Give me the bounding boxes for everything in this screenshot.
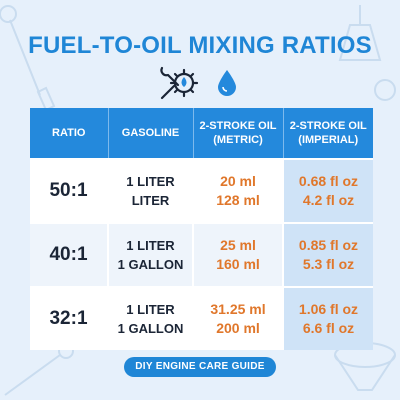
table-header-row: RATIO GASOLINE 2-STROKE OIL (METRIC) 2-S… — [30, 108, 373, 159]
header-ratio: RATIO — [30, 108, 109, 159]
imperial-oil-cell: 0.85 fl oz 5.3 fl oz — [283, 222, 373, 287]
header-oil-metric: 2-STROKE OIL (METRIC) — [193, 108, 284, 159]
metric-oil-cell: 25 ml 160 ml — [193, 222, 284, 287]
background-wrench-doodle-icon — [0, 5, 56, 112]
ratio-cell: 32:1 — [30, 286, 109, 350]
header-oil-imperial: 2-STROKE OIL (IMPERIAL) — [283, 108, 373, 159]
header-gasoline: GASOLINE — [108, 108, 194, 159]
metric-oil-cell: 20 ml 128 ml — [193, 158, 284, 223]
table-row: 50:1 1 LITER LITER 20 ml 128 ml 0.68 fl … — [30, 158, 373, 223]
gasoline-cell: 1 LITER LITER — [108, 158, 194, 223]
gasoline-cell: 1 LITER 1 GALLON — [108, 286, 194, 350]
oil-drop-icon — [218, 70, 236, 96]
imperial-oil-cell: 0.68 fl oz 4.2 fl oz — [283, 158, 373, 223]
table-row: 32:1 1 LITER 1 GALLON 31.25 ml 200 ml 1.… — [30, 286, 373, 350]
page-title: FUEL-TO-OIL MIXING RATIOS — [28, 32, 372, 59]
ratio-cell: 50:1 — [30, 158, 109, 223]
table-row: 40:1 1 LITER 1 GALLON 25 ml 160 ml 0.85 … — [30, 222, 373, 287]
imperial-oil-cell: 1.06 fl oz 6.6 fl oz — [283, 286, 373, 350]
header-icons — [158, 62, 248, 102]
wrench-gear-icon — [160, 66, 199, 100]
ratio-cell: 40:1 — [30, 222, 109, 287]
mixing-ratio-table: RATIO GASOLINE 2-STROKE OIL (METRIC) 2-S… — [30, 108, 373, 350]
guide-badge: DIY ENGINE CARE GUIDE — [124, 357, 276, 377]
gasoline-cell: 1 LITER 1 GALLON — [108, 222, 194, 287]
metric-oil-cell: 31.25 ml 200 ml — [193, 286, 284, 350]
